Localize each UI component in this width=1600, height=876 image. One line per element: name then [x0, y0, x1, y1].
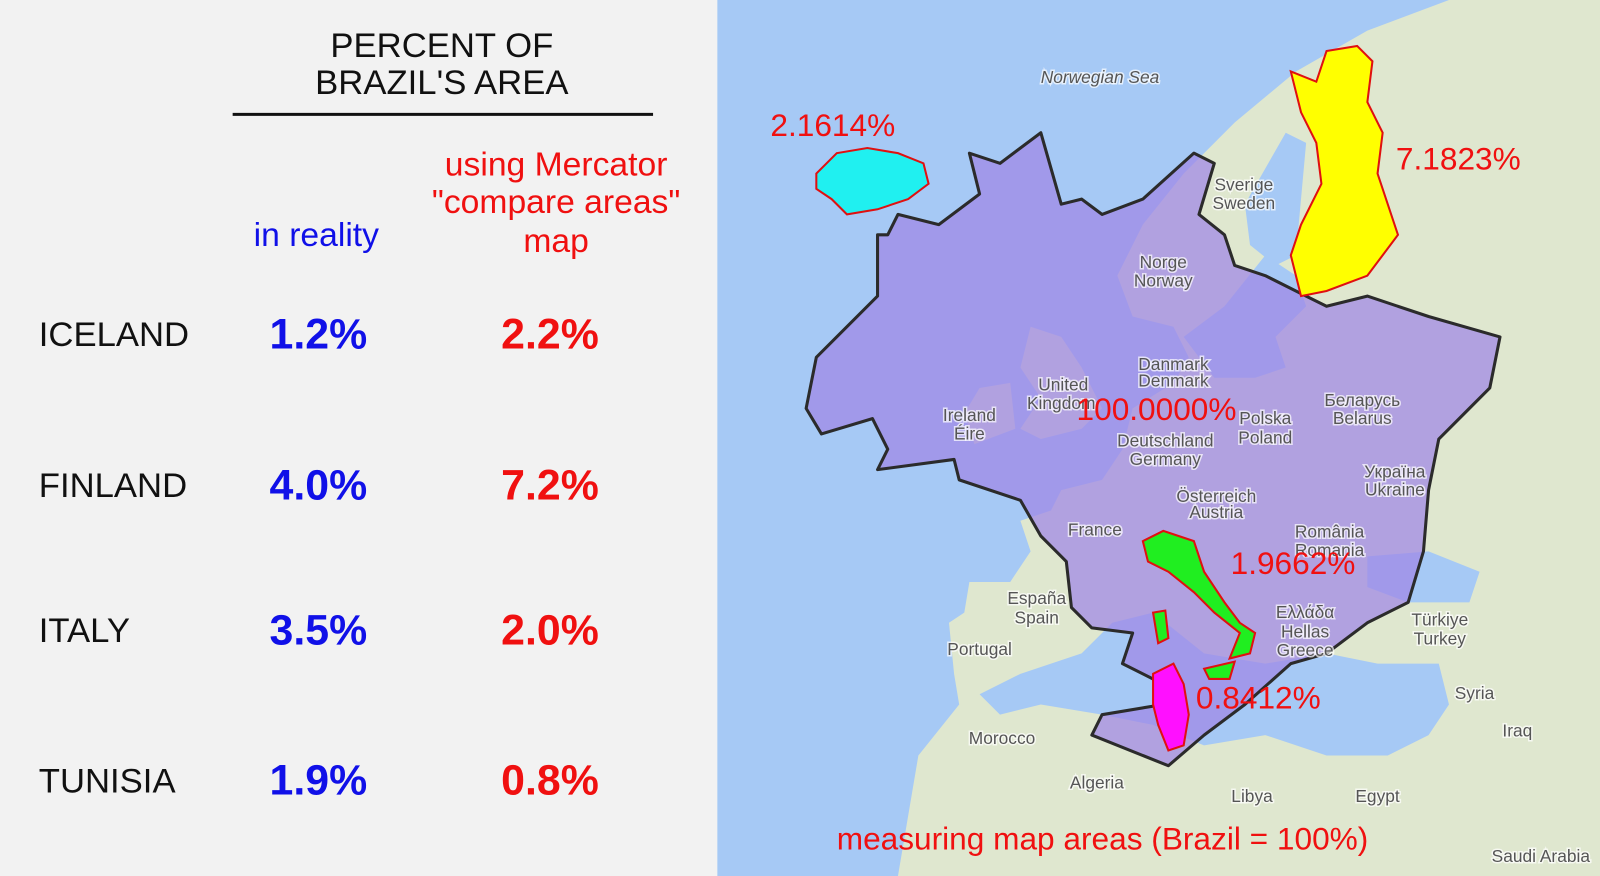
tunisia-shape	[1152, 662, 1190, 752]
place-label: Romania	[1295, 540, 1365, 560]
place-label: Norway	[1134, 270, 1193, 290]
sicily-shape	[1202, 660, 1237, 680]
place-label: Algeria	[1070, 773, 1124, 793]
place-label: Україна	[1364, 461, 1425, 481]
place-label: Iraq	[1502, 721, 1532, 741]
sardinia-shape	[1151, 609, 1170, 645]
mercator-value: 2.2%	[501, 310, 599, 358]
place-label: Germany	[1130, 449, 1202, 469]
gulf-of-bothnia	[1244, 132, 1307, 266]
map-caption: measuring map areas (Brazil = 100%)	[837, 821, 1369, 857]
place-label: Hellas	[1281, 622, 1330, 642]
place-label: Sweden	[1213, 193, 1276, 213]
country-name: TUNISIA	[39, 762, 177, 800]
mercator-value: 0.8%	[501, 756, 599, 804]
place-label: Ελλάδα	[1276, 602, 1334, 622]
place-label: France	[1068, 519, 1122, 539]
country-name: ITALY	[39, 612, 130, 650]
place-label: Norwegian Sea	[1041, 67, 1160, 87]
column-header: map	[523, 223, 588, 260]
place-label: Spain	[1015, 607, 1059, 627]
country-name: ICELAND	[39, 316, 189, 354]
table-title: PERCENT OF	[330, 27, 553, 65]
place-label: Беларусь	[1324, 390, 1400, 410]
finland-shape	[1289, 44, 1400, 298]
table-panel	[0, 0, 718, 876]
mercator-value: 2.0%	[501, 606, 599, 654]
reality-value: 4.0%	[270, 461, 368, 509]
mercator-value: 7.2%	[501, 461, 599, 509]
place-label: Portugal	[947, 639, 1012, 659]
area-label: 0.8412%	[1196, 680, 1321, 716]
place-label: Turkey	[1414, 629, 1467, 649]
place-label: Österreich	[1176, 486, 1256, 506]
place-label: Polska	[1239, 408, 1291, 428]
area-label: 2.1614%	[770, 107, 895, 143]
country-name: FINLAND	[39, 467, 187, 505]
place-label: United	[1038, 375, 1088, 395]
place-label: Denmark	[1138, 370, 1209, 390]
place-label: Türkiye	[1411, 609, 1468, 629]
area-label: 100.0000%	[1077, 391, 1237, 427]
place-label: Sverige	[1214, 174, 1273, 194]
place-label: Poland	[1238, 428, 1292, 448]
place-label: Austria	[1189, 502, 1243, 522]
place-label: España	[1007, 588, 1066, 608]
place-label: Norge	[1140, 252, 1187, 272]
iceland-shape	[815, 147, 930, 216]
reality-value: 1.2%	[270, 310, 368, 358]
reality-value: 3.5%	[270, 606, 368, 654]
place-label: Ireland	[943, 405, 996, 425]
place-label: Deutschland	[1117, 431, 1213, 451]
column-header: in reality	[254, 217, 380, 254]
reality-value: 1.9%	[270, 756, 368, 804]
column-header: "compare areas"	[432, 184, 680, 221]
place-label: Kingdom	[1027, 393, 1095, 413]
place-label: Syria	[1455, 683, 1495, 703]
table-title: BRAZIL'S AREA	[315, 64, 569, 102]
place-label: Morocco	[969, 728, 1035, 748]
brazil-outline	[804, 131, 1502, 768]
place-label: Egypt	[1355, 786, 1400, 806]
place-label: Danmark	[1138, 354, 1209, 374]
place-label: Éire	[954, 424, 985, 444]
place-label: România	[1295, 522, 1365, 542]
area-label: 7.1823%	[1396, 141, 1521, 177]
place-label: Greece	[1277, 640, 1334, 660]
area-label: 1.9662%	[1231, 545, 1356, 581]
place-label: Belarus	[1333, 408, 1392, 428]
column-header: using Mercator	[445, 146, 668, 183]
place-label: Libya	[1231, 786, 1273, 806]
place-label: Ukraine	[1365, 480, 1425, 500]
italy-shape	[1141, 529, 1257, 661]
place-label: Saudi Arabia	[1492, 846, 1591, 866]
map-panel	[717, 0, 1600, 876]
